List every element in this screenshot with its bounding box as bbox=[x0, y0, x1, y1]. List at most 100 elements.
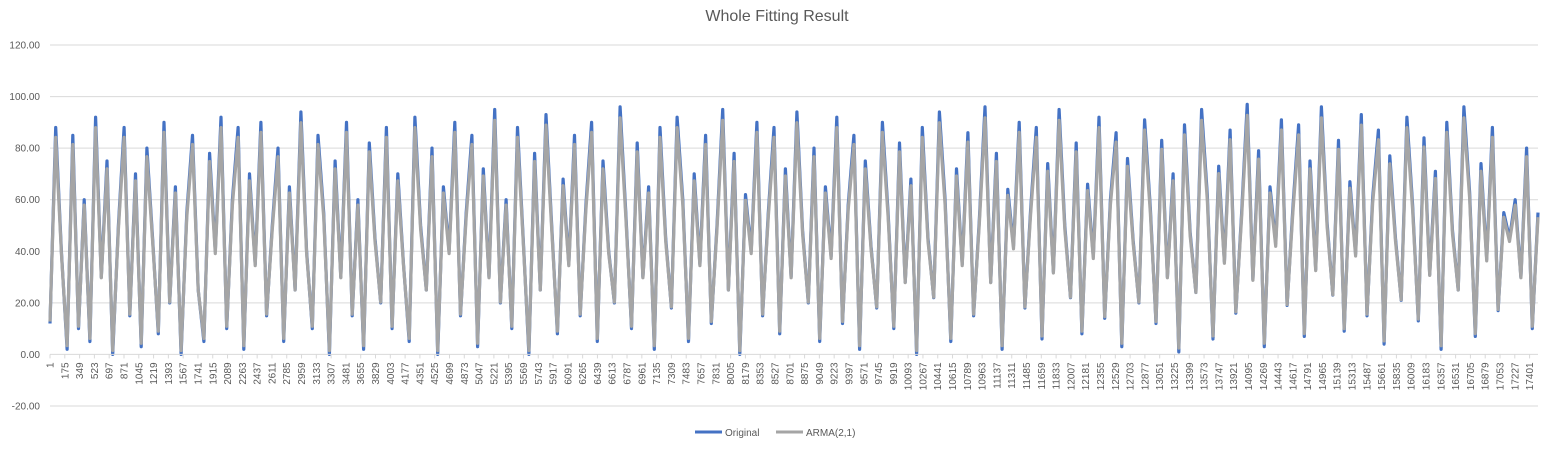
x-tick-label: 13747 bbox=[1214, 362, 1225, 390]
legend: Original ARMA(2,1) bbox=[695, 428, 855, 439]
x-tick-label: 10441 bbox=[933, 362, 944, 390]
x-tick-label: 6091 bbox=[563, 362, 574, 385]
x-tick-label: 8353 bbox=[756, 362, 767, 385]
x-tick-label: 17053 bbox=[1496, 362, 1507, 390]
x-tick-label: 5917 bbox=[549, 362, 560, 385]
x-tick-label: 4351 bbox=[415, 362, 426, 385]
x-tick-label: 15139 bbox=[1333, 362, 1344, 390]
x-tick-label: 697 bbox=[105, 362, 116, 379]
x-tick-label: 1 bbox=[46, 362, 57, 368]
x-tick-label: 15661 bbox=[1377, 362, 1388, 390]
x-tick-label: 16705 bbox=[1466, 362, 1477, 390]
x-tick-label: 10963 bbox=[978, 362, 989, 390]
x-tick-label: 15835 bbox=[1392, 362, 1403, 390]
x-tick-label: 13573 bbox=[1200, 362, 1211, 390]
x-tick-label: 14791 bbox=[1303, 362, 1314, 390]
series-line-arma bbox=[48, 113, 1540, 353]
x-tick-label: 8005 bbox=[726, 362, 737, 385]
x-tick-label: 1393 bbox=[164, 362, 175, 385]
x-tick-label: 12529 bbox=[1111, 362, 1122, 390]
x-tick-label: 2437 bbox=[253, 362, 264, 385]
x-tick-label: 6787 bbox=[623, 362, 634, 385]
y-tick-label: 40.00 bbox=[15, 247, 40, 258]
y-tick-label: 60.00 bbox=[15, 195, 40, 206]
y-tick-label: 120.00 bbox=[9, 41, 40, 52]
x-tick-label: 15313 bbox=[1348, 362, 1359, 390]
x-tick-label: 17401 bbox=[1525, 362, 1536, 390]
x-tick-label: 1567 bbox=[179, 362, 190, 385]
x-tick-label: 3829 bbox=[371, 362, 382, 385]
x-tick-label: 9049 bbox=[815, 362, 826, 385]
x-tick-label: 2263 bbox=[238, 362, 249, 385]
x-tick-label: 9223 bbox=[830, 362, 841, 385]
x-tick-label: 12703 bbox=[1126, 362, 1137, 390]
x-tick-label: 11485 bbox=[1022, 362, 1033, 390]
y-tick-label: -20.00 bbox=[12, 402, 41, 413]
x-tick-label: 6439 bbox=[593, 362, 604, 385]
x-tick-label: 9919 bbox=[889, 362, 900, 385]
x-tick-label: 14095 bbox=[1244, 362, 1255, 390]
x-tick-label: 9745 bbox=[874, 362, 885, 385]
y-axis-ticks: 120.00 100.00 80.00 60.00 40.00 20.00 0.00 -20.… bbox=[9, 41, 40, 413]
x-tick-label: 10267 bbox=[919, 362, 930, 390]
x-tick-label: 1741 bbox=[194, 362, 205, 385]
x-tick-label: 4873 bbox=[460, 362, 471, 385]
x-tick-label: 10093 bbox=[904, 362, 915, 390]
x-tick-label: 16879 bbox=[1481, 362, 1492, 390]
x-tick-label: 12007 bbox=[1066, 362, 1077, 390]
x-tick-label: 4525 bbox=[430, 362, 441, 385]
x-tick-label: 16183 bbox=[1422, 362, 1433, 390]
x-tick-label: 12355 bbox=[1096, 362, 1107, 390]
x-tick-label: 5221 bbox=[489, 362, 500, 385]
x-tick-label: 3655 bbox=[356, 362, 367, 385]
x-tick-label: 4177 bbox=[401, 362, 412, 385]
x-tick-label: 10789 bbox=[963, 362, 974, 390]
y-tick-label: 80.00 bbox=[15, 144, 40, 155]
x-tick-label: 11833 bbox=[1052, 362, 1063, 390]
x-tick-label: 16357 bbox=[1436, 362, 1447, 390]
x-tick-label: 13921 bbox=[1229, 362, 1240, 390]
x-tick-label: 8179 bbox=[741, 362, 752, 385]
x-tick-label: 5047 bbox=[475, 362, 486, 385]
y-tick-label: 100.00 bbox=[9, 92, 40, 103]
x-tick-label: 7135 bbox=[652, 362, 663, 385]
x-tick-label: 523 bbox=[90, 362, 101, 379]
x-tick-label: 4699 bbox=[445, 362, 456, 385]
x-tick-label: 14617 bbox=[1288, 362, 1299, 390]
x-tick-label: 12181 bbox=[1081, 362, 1092, 390]
x-tick-label: 6613 bbox=[608, 362, 619, 385]
y-tick-label: 20.00 bbox=[15, 298, 40, 309]
x-axis: 1 175 349 523 697 871 1045 1219 1393 1567 1741 1915… bbox=[46, 353, 1538, 390]
y-tick-label: 0.00 bbox=[21, 350, 41, 361]
x-tick-label: 12877 bbox=[1140, 362, 1151, 390]
x-tick-label: 1045 bbox=[134, 362, 145, 385]
x-tick-label: 17227 bbox=[1510, 362, 1521, 390]
x-tick-label: 3133 bbox=[312, 362, 323, 385]
x-tick-label: 175 bbox=[60, 362, 71, 379]
x-tick-label: 14965 bbox=[1318, 362, 1329, 390]
x-tick-label: 13225 bbox=[1170, 362, 1181, 390]
x-tick-label: 10615 bbox=[948, 362, 959, 390]
x-tick-label: 3307 bbox=[327, 362, 338, 385]
x-tick-label: 8875 bbox=[800, 362, 811, 385]
x-tick-label: 13051 bbox=[1155, 362, 1166, 390]
x-tick-label: 6265 bbox=[578, 362, 589, 385]
x-tick-label: 5395 bbox=[504, 362, 515, 385]
series-layer bbox=[48, 102, 1540, 356]
x-tick-label: 8701 bbox=[785, 362, 796, 385]
legend-label-original: Original bbox=[725, 428, 759, 439]
x-tick-label: 16531 bbox=[1451, 362, 1462, 390]
x-tick-label: 14269 bbox=[1259, 362, 1270, 390]
x-tick-label: 5569 bbox=[519, 362, 530, 385]
x-tick-label: 2959 bbox=[297, 362, 308, 385]
x-tick-label: 11659 bbox=[1037, 362, 1048, 390]
x-tick-label: 2089 bbox=[223, 362, 234, 385]
x-tick-label: 6961 bbox=[637, 362, 648, 385]
x-tick-label: 13399 bbox=[1185, 362, 1196, 390]
x-tick-label: 349 bbox=[75, 362, 86, 379]
x-tick-label: 14443 bbox=[1274, 362, 1285, 390]
x-tick-label: 3481 bbox=[341, 362, 352, 385]
x-tick-label: 9571 bbox=[859, 362, 870, 385]
x-tick-label: 11137 bbox=[992, 362, 1003, 389]
